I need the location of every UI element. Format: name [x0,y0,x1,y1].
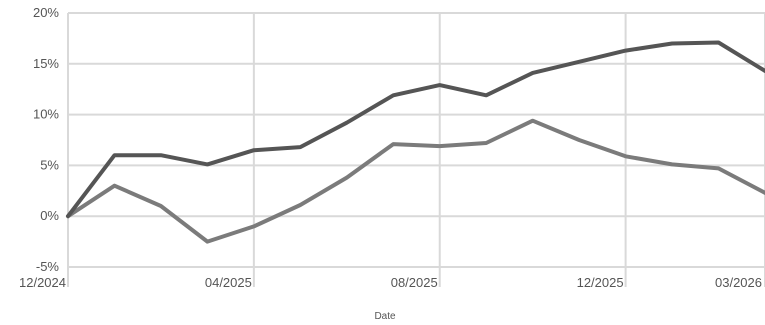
series-group [66,40,765,244]
x-tick-label: 03/2026 [715,275,762,290]
y-axis-tick-labels: -5% 0% 5% 10% 15% 20% [33,5,59,274]
x-tick-label: 12/2024 [19,275,66,290]
x-gridlines [67,13,765,287]
x-tick-label: 12/2025 [577,275,624,290]
y-tick-label: 0% [40,208,59,223]
y-tick-label: 10% [33,107,59,122]
y-tick-label: 20% [33,5,59,20]
y-tick-label: 5% [40,157,59,172]
x-axis-title: Date [374,311,396,322]
x-axis-tick-labels: 12/2024 04/2025 08/2025 12/2025 03/2026 [19,275,762,290]
y-tick-label: -5% [36,259,60,274]
x-tick-label: 08/2025 [391,275,438,290]
y-gridlines [68,12,765,268]
x-tick-label: 04/2025 [205,275,252,290]
series-line-1 [66,40,765,219]
series-line-2 [66,118,765,244]
y-tick-label: 15% [33,56,59,71]
